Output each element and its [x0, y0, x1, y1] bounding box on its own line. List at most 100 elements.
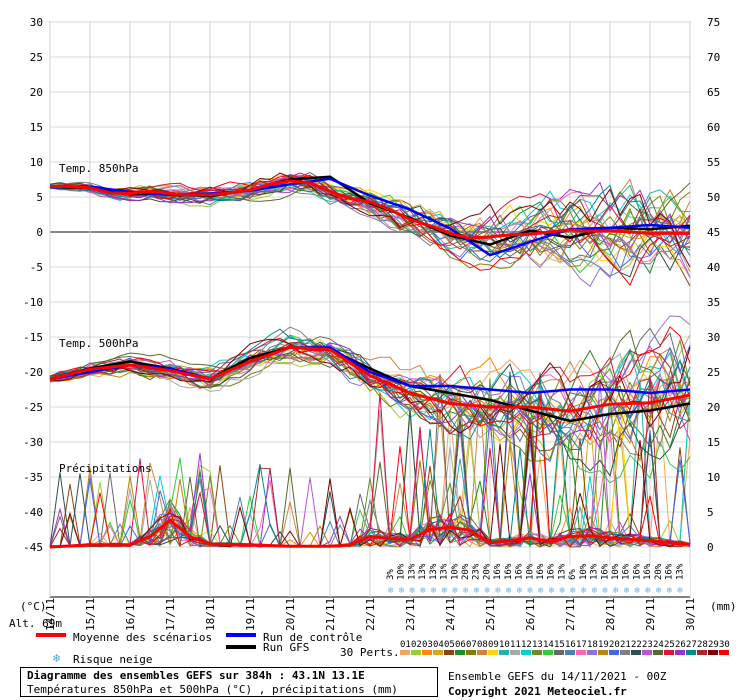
snowflake-icon: ❄	[613, 586, 619, 596]
pert-swatch	[532, 650, 542, 655]
pert-label: 22	[631, 640, 642, 650]
snowflake-icon: ❄	[409, 586, 415, 596]
label-t500: Temp. 500hPa	[59, 337, 138, 350]
pert-label: 21	[620, 640, 631, 650]
snow-risk-value: 13%	[557, 563, 567, 580]
pert-swatch	[576, 650, 586, 655]
ytick-right: 30	[707, 331, 720, 344]
xtick-label: 30/11	[684, 598, 697, 631]
footer-title: Diagramme des ensembles GEFS sur 384h : …	[27, 669, 365, 682]
snowflake-icon: ❄	[452, 586, 458, 596]
ytick-right: 0	[707, 541, 714, 554]
member-precip-line	[49, 374, 691, 548]
legend-perts-label: 30 Perts.	[340, 646, 400, 659]
pert-label: 13	[532, 640, 543, 650]
pert-swatch	[477, 650, 487, 655]
snowflake-icon: ❄	[677, 586, 683, 596]
pert-swatch	[686, 650, 696, 655]
ytick-right: 40	[707, 261, 720, 274]
snow-risk-value: 16%	[515, 563, 525, 580]
ytick-right: 5	[707, 506, 714, 519]
ytick-right: 15	[707, 436, 720, 449]
ytick-right: 70	[707, 51, 720, 64]
ytick-left: -45	[23, 541, 43, 554]
snow-risk-value: 16%	[493, 563, 503, 580]
ytick-left: -30	[23, 436, 43, 449]
ytick-left: 30	[30, 16, 43, 29]
legend-snow-label: Risque neige	[73, 653, 152, 666]
snow-risk-value: 16%	[643, 563, 653, 580]
pert-swatch	[587, 650, 597, 655]
snow-risk-value: 13%	[675, 563, 685, 580]
member-500-line	[49, 349, 691, 462]
legend-control-swatch	[226, 633, 256, 637]
pert-label: 10	[499, 640, 510, 650]
snow-risk-value: 20%	[482, 563, 492, 580]
member-500-line	[49, 338, 691, 434]
snow-risk-value: 16%	[665, 563, 675, 580]
footer-run: Ensemble GEFS du 14/11/2021 - 00Z	[448, 670, 667, 683]
snowflake-icon: ❄	[420, 586, 426, 596]
snow-risk-value: 13%	[590, 563, 600, 580]
xtick-label: 25/11	[484, 598, 497, 631]
snowflake-icon: ❄	[506, 586, 512, 596]
pert-label: 28	[697, 640, 708, 650]
snowflake-icon: ❄	[431, 586, 437, 596]
snowflake-icon: ❄	[474, 586, 480, 596]
pert-swatch	[675, 650, 685, 655]
ytick-right: 50	[707, 191, 720, 204]
ytick-left: 5	[36, 191, 43, 204]
legend-control-label: Run de contrôle	[263, 631, 362, 644]
pert-label: 04	[433, 640, 444, 650]
pert-swatch	[598, 650, 608, 655]
series-line	[50, 179, 690, 240]
snowflake-icon: ❄	[656, 586, 662, 596]
ytick-left: 20	[30, 86, 43, 99]
pert-label: 26	[675, 640, 686, 650]
ytick-right: 60	[707, 121, 720, 134]
pert-swatch	[719, 650, 729, 655]
pert-label: 03	[422, 640, 433, 650]
main-series	[49, 175, 691, 549]
member-precip-line	[49, 380, 691, 548]
ytick-right: 65	[707, 86, 720, 99]
snowflake-icon: ❄	[634, 586, 640, 596]
snow-risk-value: 10%	[450, 563, 460, 580]
snow-risk-value: 3%	[386, 569, 396, 580]
label-t850: Temp. 850hPa	[59, 162, 138, 175]
member-precip-line	[49, 392, 691, 548]
pert-label: 16	[565, 640, 576, 650]
ylabel-right: (mm)	[710, 600, 737, 613]
ytick-right: 75	[707, 16, 720, 29]
xtick-label: 22/11	[364, 598, 377, 631]
pert-swatch	[466, 650, 476, 655]
pert-swatch	[411, 650, 421, 655]
snow-risk-value: 6%	[568, 569, 578, 580]
snow-risk-value: 10%	[611, 563, 621, 580]
ytick-right: 45	[707, 226, 720, 239]
snowflake-icon: ❄	[53, 651, 60, 665]
snowflake-icon: ❄	[517, 586, 523, 596]
member-850-line	[49, 172, 691, 268]
pert-swatch	[444, 650, 454, 655]
ytick-left: -35	[23, 471, 43, 484]
snow-risk-value: 16%	[622, 563, 632, 580]
pert-label: 01	[400, 640, 411, 650]
perturbation-legend: 01 02 03 04 05 06 07 08 09 10 11 12 13 14 15 16 17 18 19 20…	[400, 640, 730, 655]
pert-label: 14	[543, 640, 554, 650]
snow-risk-value: 13%	[429, 563, 439, 580]
snowflake-icon: ❄	[645, 586, 651, 596]
snowflake-icon: ❄	[667, 586, 673, 596]
pert-swatch	[554, 650, 564, 655]
pert-swatch	[708, 650, 718, 655]
ytick-right: 20	[707, 401, 720, 414]
pert-swatch	[653, 650, 663, 655]
snow-risk-value: 10%	[525, 563, 535, 580]
pert-label: 17	[576, 640, 587, 650]
pert-label: 06	[455, 640, 466, 650]
pert-label: 09	[488, 640, 499, 650]
pert-swatch	[543, 650, 553, 655]
ytick-left: 15	[30, 121, 43, 134]
snow-risk-value: 20%	[461, 563, 471, 580]
